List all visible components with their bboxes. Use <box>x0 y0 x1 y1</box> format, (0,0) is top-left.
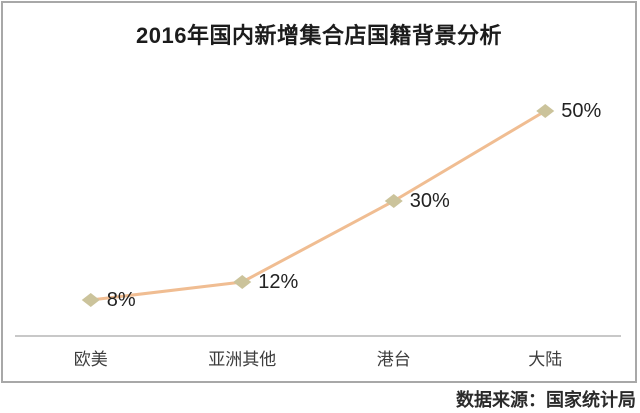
chart-frame: 2016年国内新增集合店国籍背景分析 欧美 亚洲其他 港台 大陆 8% 12% 30% 50… <box>1 1 637 383</box>
diamond-marker <box>81 293 100 307</box>
chart-title: 2016年国内新增集合店国籍背景分析 <box>136 23 502 48</box>
data-point-label: 12% <box>258 271 299 293</box>
x-axis-label: 亚洲其他 <box>208 350 277 369</box>
diamond-marker <box>536 104 555 118</box>
diamond-marker <box>233 275 252 289</box>
data-point-label: 50% <box>561 100 602 122</box>
diamond-marker <box>384 194 403 208</box>
x-axis-label: 欧美 <box>73 350 108 369</box>
data-source-note: 数据来源：国家统计局 <box>456 390 636 410</box>
line-chart-plot <box>15 104 621 337</box>
data-point-label: 30% <box>409 190 450 212</box>
x-axis-label: 大陆 <box>528 350 563 369</box>
series-line <box>89 109 547 302</box>
data-point-label: 8% <box>106 289 136 311</box>
x-axis-label: 港台 <box>376 350 411 369</box>
